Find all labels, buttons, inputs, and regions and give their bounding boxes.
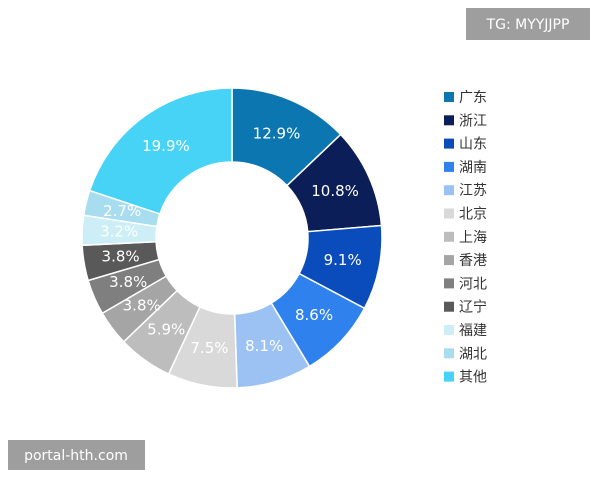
legend-label: 江苏 — [459, 183, 487, 199]
data-label: 2.7% — [103, 202, 141, 220]
data-label: 19.9% — [142, 137, 190, 155]
watermark: TG: MYYJJPP — [486, 17, 570, 33]
data-label: 3.8% — [109, 273, 147, 291]
legend-label: 上海 — [459, 230, 487, 246]
legend-swatch — [444, 161, 454, 172]
slice — [88, 87, 233, 215]
data-label: 7.5% — [190, 339, 228, 357]
legend-label: 福建 — [459, 323, 487, 339]
legend-label: 湖南 — [459, 160, 487, 176]
legend-label: 其他 — [459, 370, 487, 386]
data-label: 9.1% — [324, 251, 362, 269]
legend-swatch — [444, 371, 454, 382]
legend-swatch — [444, 115, 454, 126]
legend-swatch — [444, 255, 454, 266]
watermark-box — [8, 440, 145, 470]
legend-label: 辽宁 — [459, 299, 487, 316]
legend-swatch — [444, 278, 454, 289]
watermark: portal-hth.com — [24, 448, 128, 464]
data-label: 12.9% — [253, 125, 301, 143]
legend-label: 香港 — [459, 253, 487, 269]
data-label: 8.1% — [245, 337, 283, 355]
legend-swatch — [444, 325, 454, 335]
legend-swatch — [444, 301, 454, 312]
data-label: 3.8% — [123, 296, 161, 314]
data-label: 5.9% — [147, 320, 185, 338]
data-label: 10.8% — [311, 182, 359, 200]
data-label: 8.6% — [295, 306, 333, 324]
legend-label: 北京 — [459, 207, 487, 223]
legend-label: 山东 — [459, 137, 487, 153]
legend-label: 河北 — [459, 276, 487, 292]
legend-swatch — [444, 138, 454, 149]
legend-swatch — [444, 92, 454, 102]
data-label: 3.8% — [102, 247, 140, 265]
watermark-box — [466, 8, 590, 40]
legend-label: 广东 — [459, 90, 487, 106]
legend-swatch — [444, 231, 454, 242]
legend-swatch — [444, 348, 454, 359]
data-label: 3.2% — [100, 223, 138, 241]
legend-swatch — [444, 208, 454, 219]
legend-label: 浙江 — [459, 113, 487, 129]
legend-label: 湖北 — [459, 346, 487, 362]
legend-swatch — [444, 185, 454, 196]
